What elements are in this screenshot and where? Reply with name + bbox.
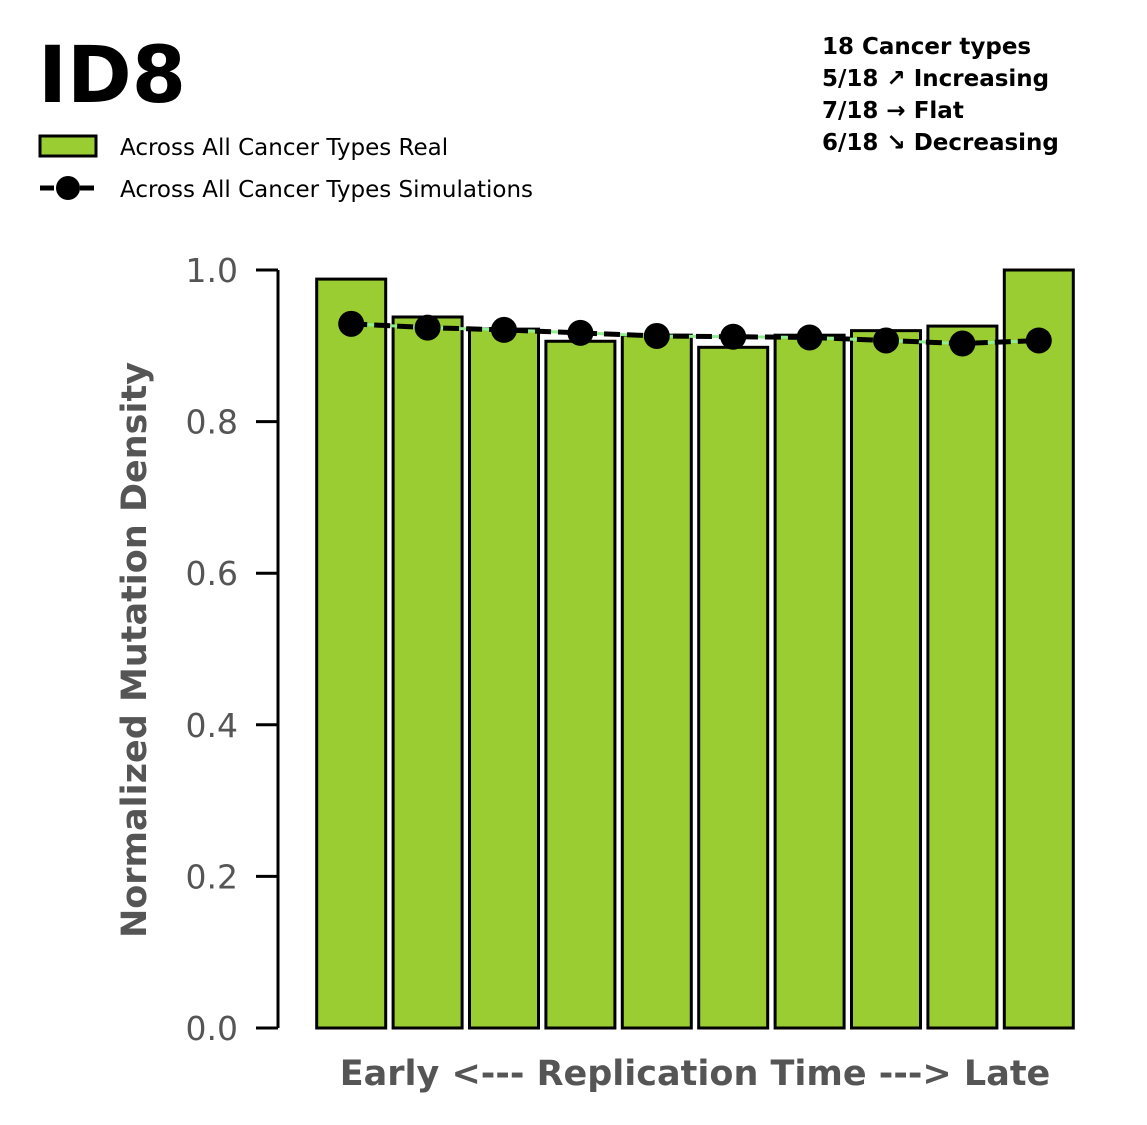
bar-5 [697, 345, 770, 1030]
legend-swatch-real [38, 134, 98, 158]
y-axis-label: Normalized Mutation Density [115, 362, 155, 938]
simulation-series [338, 310, 1052, 357]
simulation-band-line [351, 322, 1039, 346]
bar-9 [1002, 268, 1075, 1030]
annotation-line-flat: 7/18 → Flat [822, 98, 964, 124]
legend-marker-simulations [56, 176, 80, 200]
simulation-point-3 [567, 319, 594, 346]
y-tick-label-1: 0.2 [186, 857, 238, 896]
legend-label-real: Across All Cancer Types Real [120, 135, 448, 161]
legend-label-simulations: Across All Cancer Types Simulations [120, 177, 533, 203]
simulation-point-0 [338, 310, 365, 337]
simulation-point-7 [873, 327, 899, 354]
bar-4 [620, 333, 693, 1030]
legend: Across All Cancer Types Real Across All … [38, 134, 533, 203]
bar-6 [773, 333, 846, 1030]
y-axis: 0.0 0.2 0.4 0.6 0.8 1.0 [186, 251, 280, 1048]
y-tick-label-0: 0.0 [186, 1009, 238, 1048]
x-axis-label: Early <--- Replication Time ---> Late [340, 1054, 1051, 1094]
bar-7 [850, 329, 922, 1030]
annotation-line-total: 18 Cancer types [822, 34, 1031, 60]
y-tick-label-3: 0.6 [186, 554, 238, 593]
bars [315, 268, 1075, 1030]
simulation-point-6 [796, 324, 823, 351]
y-tick-label-4: 0.8 [186, 403, 238, 442]
bar-0 [315, 277, 388, 1030]
simulation-point-4 [643, 322, 670, 349]
simulation-point-9 [1025, 327, 1052, 354]
simulation-point-2 [491, 316, 517, 343]
y-tick-label-5: 1.0 [186, 251, 238, 290]
bar-1 [391, 315, 464, 1030]
bar-3 [544, 339, 617, 1030]
annotation-line-increasing: 5/18 ↗ Increasing [822, 66, 1049, 92]
y-tick-label-2: 0.4 [186, 706, 238, 745]
chart-title: ID8 [38, 31, 186, 121]
annotation-line-decreasing: 6/18 ↘ Decreasing [822, 130, 1059, 156]
annotation-block: 18 Cancer types 5/18 ↗ Increasing 7/18 →… [822, 34, 1059, 156]
bar-2 [468, 327, 540, 1030]
bar-8 [926, 324, 999, 1030]
simulation-point-5 [720, 323, 747, 350]
simulation-point-1 [414, 314, 441, 341]
simulation-point-8 [949, 330, 976, 357]
